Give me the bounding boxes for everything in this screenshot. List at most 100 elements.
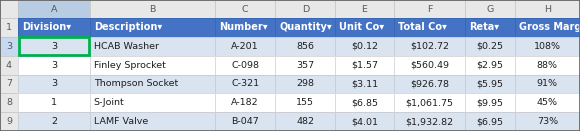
Text: $560.49: $560.49 [410,61,449,70]
Bar [18,37,90,56]
Bar [335,75,394,93]
Text: F: F [427,4,432,13]
Bar [465,112,514,131]
Text: 108%: 108% [534,42,561,51]
Text: 3: 3 [51,42,57,51]
Text: Reta▾: Reta▾ [469,22,499,32]
Bar [0,18,18,37]
Bar [465,56,514,75]
Bar [18,75,90,93]
Text: H: H [544,4,551,13]
Bar [90,75,215,93]
Text: G: G [486,4,494,13]
Bar [335,75,394,93]
Bar [514,112,580,131]
Bar [90,75,215,93]
Bar [394,18,465,37]
Bar [514,56,580,75]
Bar [465,93,514,112]
Bar [514,0,580,18]
Bar [276,56,335,75]
Text: $926.78: $926.78 [410,79,449,88]
Bar [276,37,335,56]
Text: 45%: 45% [536,98,558,107]
Text: $102.72: $102.72 [410,42,449,51]
Text: 1: 1 [51,98,57,107]
Bar [335,37,394,56]
Bar [18,18,90,37]
Bar [514,37,580,56]
Bar [514,56,580,75]
Bar [0,18,18,37]
Text: 482: 482 [296,117,314,126]
Bar [215,112,276,131]
Bar [276,75,335,93]
Bar [276,18,335,37]
Bar [394,37,465,56]
Bar [90,93,215,112]
Bar [18,112,90,131]
Text: $6.85: $6.85 [351,98,378,107]
Bar [90,37,215,56]
Text: Quantity▾: Quantity▾ [279,22,332,32]
Bar [394,93,465,112]
Bar [514,112,580,131]
Text: C: C [242,4,249,13]
Bar [0,0,18,18]
Text: $1.57: $1.57 [351,61,378,70]
Text: Number▾: Number▾ [219,22,268,32]
Bar [276,56,335,75]
Bar [514,93,580,112]
Text: E: E [361,4,367,13]
Text: $1,061.75: $1,061.75 [405,98,454,107]
Bar [18,18,90,37]
Bar [335,93,394,112]
Text: $3.11: $3.11 [351,79,378,88]
Bar [0,75,18,93]
Bar [276,0,335,18]
Bar [465,75,514,93]
Bar [335,93,394,112]
Bar [90,112,215,131]
Text: A-182: A-182 [231,98,259,107]
Bar [215,37,276,56]
Text: $9.95: $9.95 [476,98,503,107]
Bar [335,56,394,75]
Bar [514,0,580,18]
Text: Description▾: Description▾ [94,22,162,32]
Bar [90,112,215,131]
Bar [18,93,90,112]
Bar [335,112,394,131]
Bar [394,93,465,112]
Text: B: B [149,4,155,13]
Bar [215,75,276,93]
Text: Total Co▾: Total Co▾ [397,22,447,32]
Bar [215,56,276,75]
Bar [18,37,90,56]
Text: 7: 7 [6,79,12,88]
Bar [215,93,276,112]
Bar [276,0,335,18]
Bar [465,0,514,18]
Bar [18,75,90,93]
Bar [394,56,465,75]
Text: 357: 357 [296,61,314,70]
Text: HCAB Washer: HCAB Washer [94,42,159,51]
Bar [514,75,580,93]
Bar [18,56,90,75]
Bar [215,93,276,112]
Text: $0.12: $0.12 [351,42,378,51]
Text: $0.25: $0.25 [476,42,503,51]
Bar [18,56,90,75]
Text: A: A [50,4,57,13]
Text: $6.95: $6.95 [476,117,503,126]
Bar [0,75,18,93]
Bar [90,0,215,18]
Text: 1: 1 [6,23,12,32]
Bar [215,56,276,75]
Bar [215,0,276,18]
Text: 3: 3 [6,42,12,51]
Bar [465,112,514,131]
Text: D: D [302,4,309,13]
Bar [514,18,580,37]
